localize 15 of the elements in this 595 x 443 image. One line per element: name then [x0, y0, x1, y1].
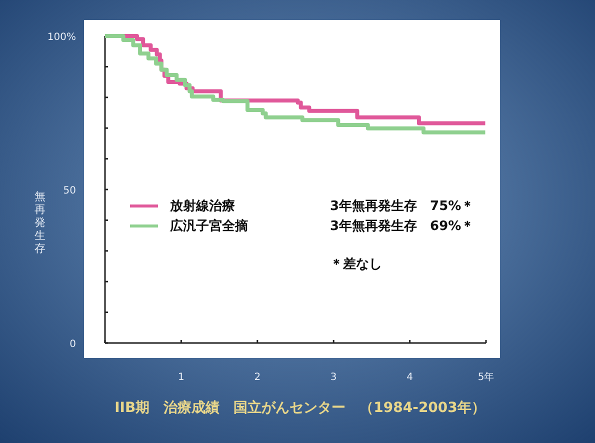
x-tick-label: 4 — [406, 372, 413, 383]
text: IIB期 治療成績 国立がんセンター （1984-2003年） — [114, 399, 486, 416]
x-tick-label: 2 — [254, 372, 261, 383]
legend-label: 広汎子宮全摘 — [169, 218, 248, 234]
x-tick-label: 3 — [330, 372, 337, 383]
legend-label: 放射線治療 — [169, 198, 235, 214]
y-tick-label: 100% — [47, 32, 76, 43]
x-tick-label: 5年 — [478, 371, 494, 383]
y-tick-label: 0 — [70, 339, 76, 350]
annotation: 3年無再発生存 75%＊ — [330, 199, 474, 214]
x-tick-label: 1 — [178, 372, 184, 383]
annotation: 3年無再発生存 69%＊ — [330, 219, 474, 234]
annotation: ＊差なし — [330, 257, 382, 272]
y-axis-title: 無再発生存 — [34, 190, 46, 255]
y-tick-label: 50 — [63, 186, 76, 196]
